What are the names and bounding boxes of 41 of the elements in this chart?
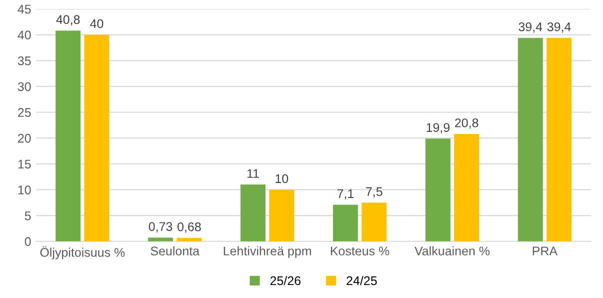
y-tick-label: 10 xyxy=(18,186,31,194)
data-label: 7,5 xyxy=(366,187,382,198)
bar xyxy=(332,204,358,242)
x-tick-label: Valkuainen % xyxy=(414,246,490,256)
bar xyxy=(454,134,480,242)
bar xyxy=(425,138,450,242)
x-tick-label: Öljypitoisuus % xyxy=(40,246,125,260)
data-label: 39,4 xyxy=(518,22,542,33)
legend-label: 24/25 xyxy=(346,276,377,286)
data-label: 20,8 xyxy=(455,118,478,129)
data-label: 10 xyxy=(276,174,288,184)
y-tick-label: 35 xyxy=(18,56,31,66)
x-tick-label: Lehtivihreä ppm xyxy=(224,246,311,258)
data-label: 40 xyxy=(90,19,104,28)
data-label: 19,9 xyxy=(426,123,450,134)
data-label: 40,8 xyxy=(56,15,80,26)
x-tick-label: PRA xyxy=(532,246,558,256)
data-label: 11 xyxy=(247,169,259,178)
data-label: 39,4 xyxy=(547,22,571,33)
bar xyxy=(362,202,387,242)
bar xyxy=(240,184,266,242)
data-label: 0,68 xyxy=(178,222,201,233)
y-tick-label: 45 xyxy=(18,4,31,14)
y-tick-label: 0 xyxy=(24,237,31,246)
data-label: 0,73 xyxy=(148,222,172,232)
bar xyxy=(84,34,110,242)
bar xyxy=(546,38,572,242)
legend-label: 25/26 xyxy=(270,276,301,286)
bar xyxy=(56,30,81,242)
y-tick-label: 40 xyxy=(18,30,31,40)
y-tick-label: 5 xyxy=(24,211,31,220)
bar xyxy=(148,238,174,242)
x-tick-label: Seulonta xyxy=(150,246,200,256)
bar xyxy=(269,190,294,242)
y-tick-label: 25 xyxy=(18,108,31,117)
data-label: 7,1 xyxy=(337,189,354,200)
bar xyxy=(518,38,543,242)
x-tick-label: Kosteus % xyxy=(330,246,390,256)
y-tick-label: 15 xyxy=(18,160,31,169)
y-tick-label: 30 xyxy=(18,82,31,92)
y-tick-label: 20 xyxy=(18,134,31,143)
